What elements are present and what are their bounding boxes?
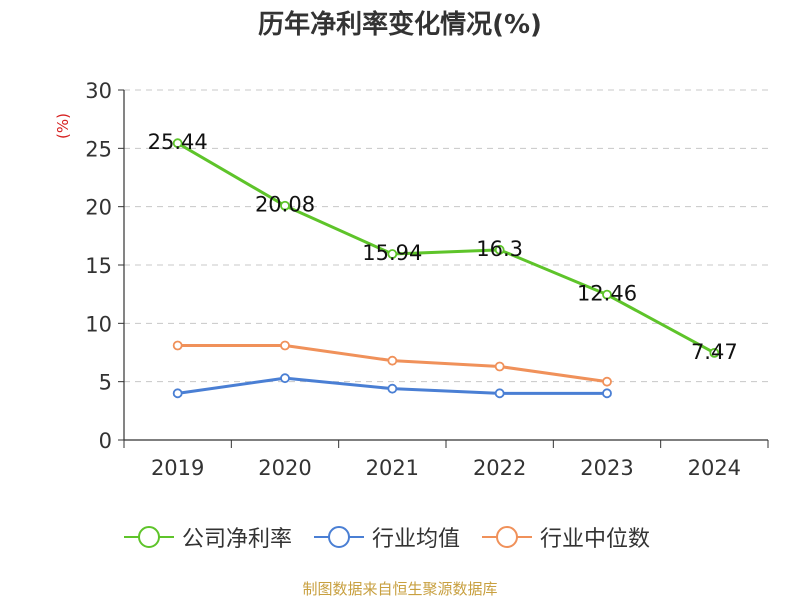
legend-marker-icon — [314, 526, 365, 548]
data-source-note: 制图数据来自恒生聚源数据库 — [302, 580, 498, 598]
x-tick-label: 2022 — [473, 456, 526, 480]
data-point — [387, 383, 398, 394]
data-point — [494, 244, 505, 255]
x-tick-label: 2019 — [151, 456, 204, 480]
data-point — [602, 376, 612, 387]
data-point — [602, 289, 612, 300]
x-tick-label: 2021 — [366, 456, 419, 480]
data-label: 7.47 — [691, 340, 738, 364]
y-tick-label: 15 — [85, 254, 112, 278]
y-tick-label: 20 — [85, 196, 112, 220]
y-tick-label: 25 — [85, 137, 112, 161]
y-axis-label: (%) — [54, 113, 72, 139]
data-point — [387, 249, 398, 259]
y-tick-label: 0 — [99, 429, 112, 453]
data-point — [494, 388, 505, 399]
legend-marker-icon — [124, 526, 174, 548]
legend-label: 行业中位数 — [540, 527, 651, 552]
data-point — [280, 340, 290, 351]
legend-marker-icon — [482, 526, 533, 548]
data-point — [280, 373, 290, 384]
data-label: 25.44 — [148, 130, 208, 154]
data-point — [172, 388, 183, 399]
legend-item[interactable]: 行业中位数 — [480, 521, 650, 553]
chart-legend: 公司净利率 行业均值 行业中位数 — [122, 520, 670, 554]
data-point — [387, 355, 398, 366]
data-label: 12.46 — [577, 282, 637, 306]
data-label: 20.08 — [255, 193, 315, 217]
data-point — [494, 361, 505, 372]
y-tick-label: 30 — [85, 79, 112, 103]
y-tick-label: 5 — [99, 371, 112, 395]
legend-item[interactable]: 公司净利率 — [122, 521, 292, 553]
x-tick-label: 2023 — [580, 456, 633, 480]
legend-label: 行业均值 — [372, 527, 461, 552]
data-point — [602, 388, 612, 399]
legend-label: 公司净利率 — [182, 527, 293, 552]
legend-item[interactable]: 行业均值 — [312, 521, 460, 553]
data-label: 15.94 — [362, 241, 422, 265]
series-line — [176, 141, 716, 355]
data-point — [172, 340, 183, 351]
data-point — [709, 347, 720, 358]
x-tick-label: 2020 — [258, 456, 311, 480]
chart-title: 历年净利率变化情况(%) — [258, 10, 542, 40]
data-point — [172, 138, 183, 149]
data-label: 16.3 — [476, 237, 523, 261]
data-point — [280, 200, 290, 211]
x-tick-label: 2024 — [688, 456, 741, 480]
y-tick-label: 10 — [85, 312, 112, 336]
